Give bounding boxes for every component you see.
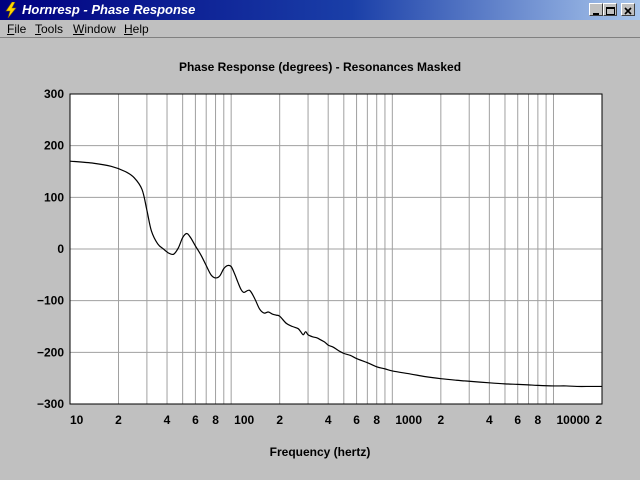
lightning-bolt-icon — [5, 2, 17, 18]
x-tick-label: 4 — [486, 413, 493, 427]
series-layer — [69, 160, 602, 388]
x-tick-label: 6 — [353, 413, 360, 427]
y-tick-labels: 300 200 100 0 −100 −200 −300 — [37, 87, 64, 411]
y-tick-label: 200 — [44, 139, 64, 153]
x-tick-label: 100 — [234, 413, 254, 427]
y-tick-label: 300 — [44, 87, 64, 101]
phase-series-line — [69, 160, 602, 388]
grid-lines — [70, 94, 602, 404]
y-tick-label: −100 — [37, 294, 64, 308]
maximize-icon — [606, 7, 615, 15]
menu-tools-mnemonic: T — [35, 22, 41, 36]
menu-tools-label: ools — [41, 22, 64, 36]
minimize-icon — [593, 13, 599, 15]
maximize-button[interactable] — [603, 3, 617, 16]
x-tick-label: 4 — [164, 413, 171, 427]
x-tick-label: 6 — [192, 413, 199, 427]
x-tick-labels: 10 2 4 6 8 100 2 4 6 8 1000 2 4 6 8 10000 2 — [70, 413, 602, 427]
menu-tools[interactable]: Tools — [35, 22, 63, 36]
menu-file-label: ile — [14, 22, 27, 36]
title-bar[interactable]: Hornresp - Phase Response — [0, 0, 640, 20]
y-tick-label: −300 — [37, 397, 64, 411]
menu-window[interactable]: Window — [73, 22, 116, 36]
x-tick-label: 1000 — [395, 413, 422, 427]
x-axis-label: Frequency (hertz) — [269, 445, 371, 459]
window-title: Hornresp - Phase Response — [22, 2, 196, 17]
menu-file[interactable]: File — [7, 22, 26, 36]
x-tick-label: 10 — [70, 413, 84, 427]
x-tick-label: 2 — [276, 413, 283, 427]
x-tick-label: 2 — [595, 413, 602, 427]
y-tick-label: 0 — [57, 242, 64, 256]
y-tick-label: 100 — [44, 190, 64, 204]
x-tick-label: 4 — [325, 413, 332, 427]
chart-title: Phase Response (degrees) - Resonances Ma… — [178, 60, 462, 74]
menu-file-mnemonic: F — [7, 22, 15, 36]
x-tick-label: 8 — [212, 413, 219, 427]
y-tick-label: −200 — [37, 345, 64, 359]
minimize-button[interactable] — [589, 3, 603, 16]
x-tick-label: 8 — [535, 413, 542, 427]
menu-bar: File Tools Window Help — [0, 20, 640, 38]
close-button[interactable] — [621, 3, 635, 16]
x-tick-label: 10000 — [556, 413, 590, 427]
plot-frame — [69, 93, 603, 405]
menu-window-mnemonic: W — [73, 22, 85, 36]
menu-help[interactable]: Help — [124, 22, 149, 36]
x-tick-label: 2 — [115, 413, 122, 427]
close-icon — [624, 7, 632, 15]
x-tick-label: 6 — [514, 413, 521, 427]
menu-window-label: indow — [84, 22, 116, 36]
x-tick-label: 2 — [437, 413, 444, 427]
menu-help-label: elp — [132, 22, 149, 36]
menu-help-mnemonic: H — [124, 22, 133, 36]
x-tick-label: 8 — [373, 413, 380, 427]
